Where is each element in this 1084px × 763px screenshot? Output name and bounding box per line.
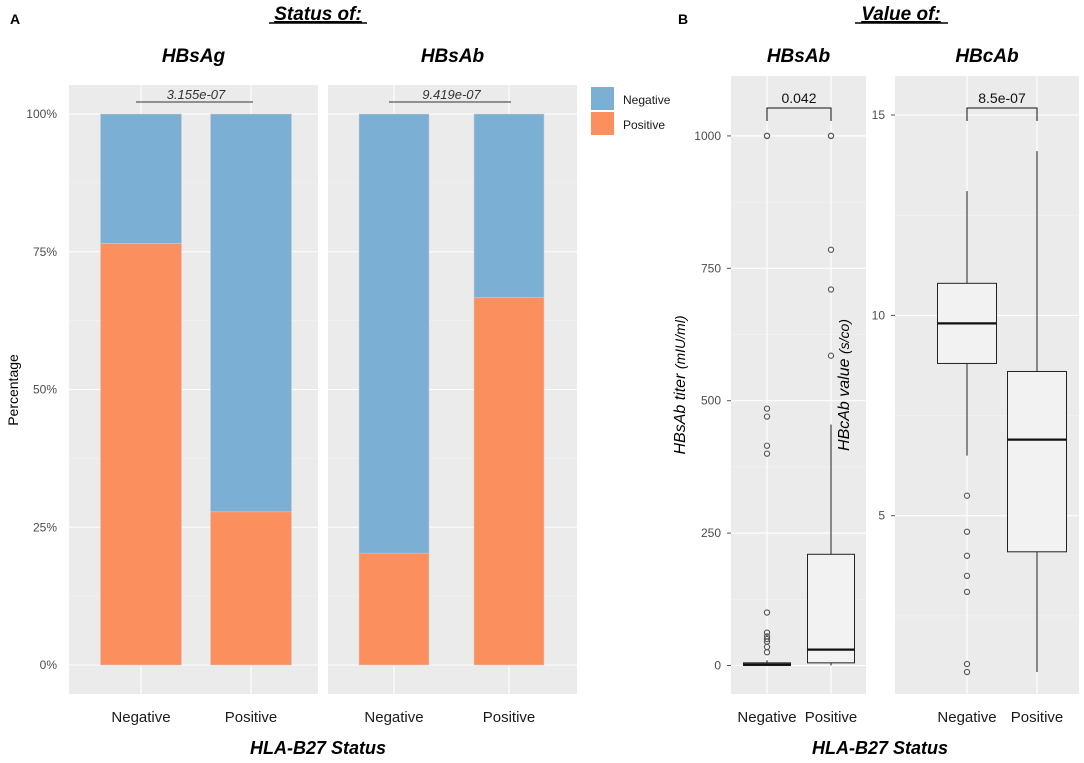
panel-a-super-title: Status of: — [274, 4, 362, 25]
outlier-point — [963, 668, 971, 676]
x-tick-label: Positive — [483, 709, 536, 726]
y-tick-label: 75% — [33, 245, 57, 259]
bar-positive-positive — [210, 511, 292, 666]
y-tick-label: 750 — [701, 261, 721, 275]
outlier-point — [963, 588, 971, 596]
legend-label-negative: Negative — [623, 93, 671, 107]
chart-3-hbcab: HBcAb 8.5e-07 — [895, 46, 1079, 694]
outlier-point — [827, 246, 835, 253]
y-tick-label: 15 — [872, 108, 886, 122]
x-tick-label: Negative — [364, 709, 423, 726]
outlier-point — [763, 450, 771, 457]
outlier-point — [963, 572, 971, 579]
bar-negative-positive — [473, 113, 545, 298]
outlier-point — [827, 352, 835, 359]
outlier-point — [763, 609, 771, 616]
y-tick-label: 250 — [701, 526, 721, 540]
outlier-point — [827, 132, 835, 140]
x-tick-label: Negative — [737, 709, 796, 726]
outlier-point — [763, 442, 771, 449]
x-tick-label: Positive — [225, 709, 278, 726]
outlier-point — [963, 660, 971, 668]
y-tick-label: 25% — [33, 520, 57, 534]
p-value-label: 9.419e-07 — [422, 87, 481, 102]
p-value-label: 0.042 — [781, 90, 816, 106]
outlier-point — [763, 413, 771, 420]
panel-a-y-axis-title: Percentage — [5, 354, 21, 426]
x-tick-label: Negative — [111, 709, 170, 726]
facet-title: HBsAb — [421, 46, 485, 67]
chart-2-hbsab: HBsAb 0.042 — [731, 46, 866, 694]
legend-swatch-positive — [591, 112, 614, 135]
chart-0-hbsag: HBsAg 3.155e-07 — [69, 46, 318, 694]
y-tick-label: 0% — [40, 658, 58, 672]
y-tick-label: 50% — [33, 383, 57, 397]
panel-letter-b: B — [678, 11, 688, 27]
panel-b-super-title: Value of: — [861, 4, 941, 25]
y-axis-title: HBsAb titer (mIU/ml) — [672, 315, 689, 454]
outlier-point — [763, 629, 771, 636]
y-tick-label: 100% — [26, 107, 57, 121]
bar-positive-negative — [358, 552, 430, 666]
y-axis-title-main: HBsAb titer — [672, 369, 689, 454]
y-tick-label: 10 — [872, 308, 886, 322]
y-axis-title-unit: (s/co) — [836, 319, 852, 354]
panel-a-x-axis-title: HLA-B27 Status — [250, 738, 386, 758]
y-tick-label: 5 — [878, 509, 885, 523]
y-axis-title-unit: (mIU/ml) — [672, 315, 688, 369]
outlier-point — [763, 635, 771, 643]
legend: Negative Positive — [591, 87, 671, 135]
outlier-point — [963, 492, 971, 499]
panel-b-x-axis-title: HLA-B27 Status — [812, 738, 948, 758]
outlier-point — [963, 528, 971, 535]
y-tick-label: 500 — [701, 394, 721, 408]
outlier-point — [763, 649, 771, 656]
bar-negative-positive — [210, 113, 292, 513]
significance-bracket — [766, 107, 832, 121]
p-value-label: 3.155e-07 — [167, 87, 226, 102]
outlier-point — [763, 132, 771, 140]
outlier-point — [963, 552, 971, 559]
facet-title: HBsAg — [162, 46, 226, 67]
box-positive — [807, 553, 855, 664]
facet-title: HBcAb — [955, 46, 1019, 67]
facet-title: HBsAb — [767, 46, 831, 67]
bar-positive-negative — [100, 243, 182, 666]
x-tick-label: Positive — [1011, 709, 1064, 726]
chart-1-hbsab: HBsAb 9.419e-07 — [328, 46, 577, 694]
x-tick-label: Positive — [805, 709, 858, 726]
legend-label-positive: Positive — [623, 118, 665, 132]
bar-negative-negative — [100, 113, 182, 244]
outlier-point — [827, 286, 835, 293]
p-value-label: 8.5e-07 — [978, 90, 1026, 106]
outlier-point — [763, 405, 771, 412]
box-positive — [1007, 370, 1067, 553]
y-axis-title: HBcAb value (s/co) — [836, 319, 853, 451]
bar-negative-negative — [358, 113, 430, 554]
x-tick-label: Negative — [937, 709, 996, 726]
significance-bracket — [966, 107, 1038, 121]
y-axis-title-main: HBcAb value — [836, 354, 853, 451]
y-tick-label: 0 — [714, 658, 721, 672]
bar-positive-positive — [473, 297, 545, 666]
legend-swatch-negative — [591, 87, 614, 110]
panel-letter-a: A — [10, 11, 20, 27]
y-tick-label: 1000 — [694, 129, 721, 143]
